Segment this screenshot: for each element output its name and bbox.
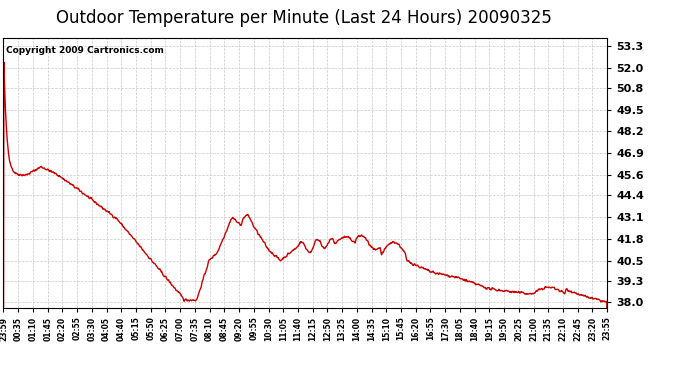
Text: Copyright 2009 Cartronics.com: Copyright 2009 Cartronics.com	[6, 46, 164, 55]
Text: Outdoor Temperature per Minute (Last 24 Hours) 20090325: Outdoor Temperature per Minute (Last 24 …	[56, 9, 551, 27]
